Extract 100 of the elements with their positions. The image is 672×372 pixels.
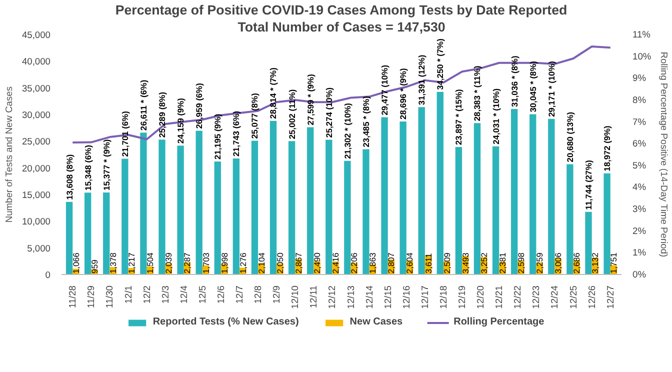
data-label: 31,391 (12%) [416,54,427,106]
data-label: 21,701 (6%) [120,110,130,157]
chart-title: Percentage of Positive COVID-19 Cases Among Tests by Date Reported [115,2,568,18]
data-label: 15,377 * (9%) [101,139,112,190]
data-label: 1,998 [219,252,230,274]
y2-tick-label: 8% [632,94,646,105]
bar [474,123,481,274]
bar [158,140,166,274]
data-label: 31,036 * (8%) [509,56,520,107]
x-tick-label: 12/2 [142,286,152,304]
data-label: 1,276 [238,252,248,274]
data-label: 1,378 [108,252,118,274]
bar [585,212,592,274]
bar [214,161,221,274]
y-tick-label: 10,000 [22,216,50,227]
bar [196,130,202,274]
y2-tick-label: 2% [632,226,646,236]
x-tick-label: 12/15 [382,286,393,309]
chart-subtitle: Total Number of Cases = 147,530 [238,20,446,34]
bar [140,132,147,274]
bar [418,107,425,274]
data-label: 18,972 (9%) [602,125,612,172]
data-label: 3,132 [590,252,600,274]
data-label: 2,039 [164,252,174,274]
data-label: 21,195 (9%) [212,114,223,160]
bar [288,141,296,274]
data-label: 15,348 (6%) [82,144,93,191]
legend-label: New Cases [350,316,403,328]
x-tick-label: 12/23 [531,286,542,309]
data-label: 28,696 * (9%) [398,68,408,120]
x-tick-label: 12/3 [160,286,170,304]
data-label: 1,751 [608,252,619,274]
bar [455,147,462,274]
x-tick-label: 12/8 [253,286,264,304]
y-tick-label: 40,000 [22,56,50,67]
data-label: 25,289 (8%) [157,92,168,138]
x-tick-label: 12/26 [586,286,597,309]
x-tick-label: 12/1 [123,286,134,304]
data-label: 2,867 [293,252,304,274]
data-label: 21,743 (6%) [231,110,242,157]
data-label: 11,744 (27%) [583,160,594,210]
bar [510,108,518,274]
bar [530,114,536,274]
x-tick-label: 12/22 [512,286,523,309]
bar [177,146,184,274]
x-tick-label: 12/11 [308,285,319,308]
x-tick-label: 12/9 [272,286,282,304]
y2-tick-label: 5% [632,160,646,170]
data-label: 2,604 [404,252,415,274]
y-tick-label: 0 [45,270,51,280]
y-tick-label: 20,000 [22,163,50,174]
x-tick-label: 12/25 [568,286,578,309]
data-label: 3,252 [478,252,489,274]
data-label: 29,171 * (10%) [546,60,556,117]
x-tick-label: 12/20 [476,286,486,309]
data-label: 2,686 [572,252,582,274]
y-axis-title: Number of Tests and New Cases [4,86,14,223]
y2-tick-label: 6% [632,138,646,149]
bar [326,140,332,274]
data-label: 3,611 [423,252,434,274]
y2-tick-label: 9% [632,73,646,84]
x-tick-label: 12/17 [420,286,430,309]
y2-tick-label: 4% [632,182,646,192]
data-label: 2,490 [312,252,322,274]
bar [400,121,406,274]
x-tick-label: 12/21 [494,286,504,309]
data-label: 30,045 * (8%) [528,60,538,112]
bar [307,127,314,274]
x-tick-label: 12/27 [605,286,616,309]
data-label: 959 [90,259,100,274]
bar [566,164,574,274]
data-label: 26,611 * (6%) [138,80,148,131]
data-label: 1,703 [200,252,211,274]
x-tick-label: 12/18 [438,286,448,309]
bar [548,118,555,274]
bar [381,117,388,274]
x-tick-label: 11/29 [86,285,96,308]
x-tick-label: 12/19 [457,286,468,309]
legend-label: Rolling Percentage [454,316,544,328]
x-tick-label: 12/13 [346,286,356,309]
bar [492,146,500,274]
bar [232,158,240,274]
legend-label: Reported Tests (% New Cases) [152,316,299,328]
data-label: 2,259 [534,252,545,274]
data-label: 34,250 * (7%) [435,38,446,90]
bar [84,192,92,274]
bar [103,192,110,274]
y2-tick-label: 0% [632,270,646,280]
data-label: 2,598 [516,252,526,274]
data-label: 2,381 [497,252,508,274]
data-label: 26,959 (6%) [194,82,204,129]
x-tick-label: 12/16 [401,286,412,309]
y2-tick-label: 1% [632,248,646,258]
data-label: 2,416 [330,252,341,274]
data-label: 1,066 [70,252,81,274]
bar [436,92,444,274]
y-tick-label: 15,000 [22,190,50,200]
y2-tick-label: 11% [632,30,650,40]
data-label: 3,006 [553,252,564,274]
x-tick-label: 12/5 [197,286,208,304]
